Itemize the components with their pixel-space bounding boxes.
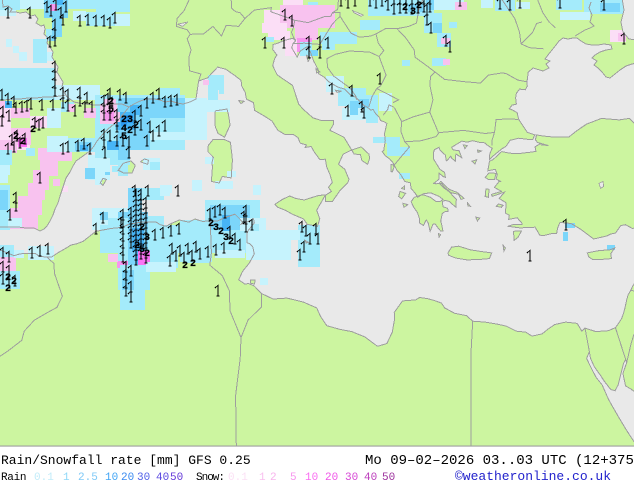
- svg-text:30: 30: [345, 472, 358, 484]
- svg-text:2: 2: [5, 273, 11, 284]
- svg-text:40: 40: [364, 472, 377, 484]
- svg-text:3: 3: [127, 115, 133, 126]
- svg-text:2: 2: [218, 227, 224, 238]
- svg-text:2: 2: [139, 223, 145, 234]
- svg-text:40: 40: [156, 472, 169, 484]
- svg-text:2: 2: [133, 121, 139, 132]
- svg-text:Snow:: Snow:: [196, 472, 224, 484]
- svg-text:3: 3: [213, 223, 219, 234]
- svg-text:2: 2: [121, 115, 127, 126]
- svg-text:2: 2: [190, 259, 196, 270]
- svg-text:50: 50: [382, 472, 395, 484]
- svg-text:Rain: Rain: [1, 472, 26, 484]
- svg-text:2: 2: [144, 249, 150, 260]
- svg-text:5: 5: [139, 245, 145, 256]
- svg-text:0.1: 0.1: [34, 472, 54, 484]
- svg-text:2: 2: [416, 1, 422, 12]
- svg-text:20: 20: [325, 472, 338, 484]
- svg-text:30: 30: [137, 472, 150, 484]
- svg-text:3: 3: [144, 233, 150, 244]
- svg-text:20: 20: [121, 472, 134, 484]
- svg-text:2: 2: [402, 3, 408, 14]
- svg-text:2: 2: [134, 241, 140, 252]
- svg-text:2: 2: [108, 97, 114, 108]
- svg-text:2: 2: [20, 137, 26, 148]
- svg-text:1: 1: [259, 472, 266, 484]
- svg-text:0.1: 0.1: [228, 472, 248, 484]
- svg-text:2: 2: [208, 219, 214, 230]
- svg-text:3: 3: [410, 7, 416, 18]
- svg-text:10: 10: [105, 472, 118, 484]
- svg-text:10: 10: [305, 472, 318, 484]
- svg-text:2: 2: [30, 125, 36, 136]
- svg-text:3: 3: [223, 233, 229, 244]
- svg-text:1: 1: [63, 472, 70, 484]
- svg-text:2: 2: [270, 472, 277, 484]
- svg-text:5: 5: [121, 132, 127, 143]
- svg-text:5: 5: [290, 472, 297, 484]
- svg-text:2: 2: [11, 277, 17, 288]
- svg-text:Rain/Snowfall rate [mm] GFS 0.: Rain/Snowfall rate [mm] GFS 0.25: [1, 453, 251, 468]
- svg-text:50: 50: [170, 472, 183, 484]
- svg-text:4: 4: [121, 124, 127, 135]
- svg-text:2: 2: [127, 126, 133, 137]
- svg-text:2: 2: [228, 237, 234, 248]
- svg-text:2: 2: [5, 284, 11, 295]
- svg-text:2: 2: [13, 132, 19, 143]
- svg-text:5: 5: [108, 105, 114, 116]
- svg-text:Mo 09–02–2026 03..03 UTC (12+3: Mo 09–02–2026 03..03 UTC (12+375: [365, 453, 634, 469]
- svg-text:2.5: 2.5: [78, 472, 98, 484]
- svg-text:2: 2: [182, 261, 188, 272]
- svg-text:©weatheronline.co.uk: ©weatheronline.co.uk: [455, 469, 611, 484]
